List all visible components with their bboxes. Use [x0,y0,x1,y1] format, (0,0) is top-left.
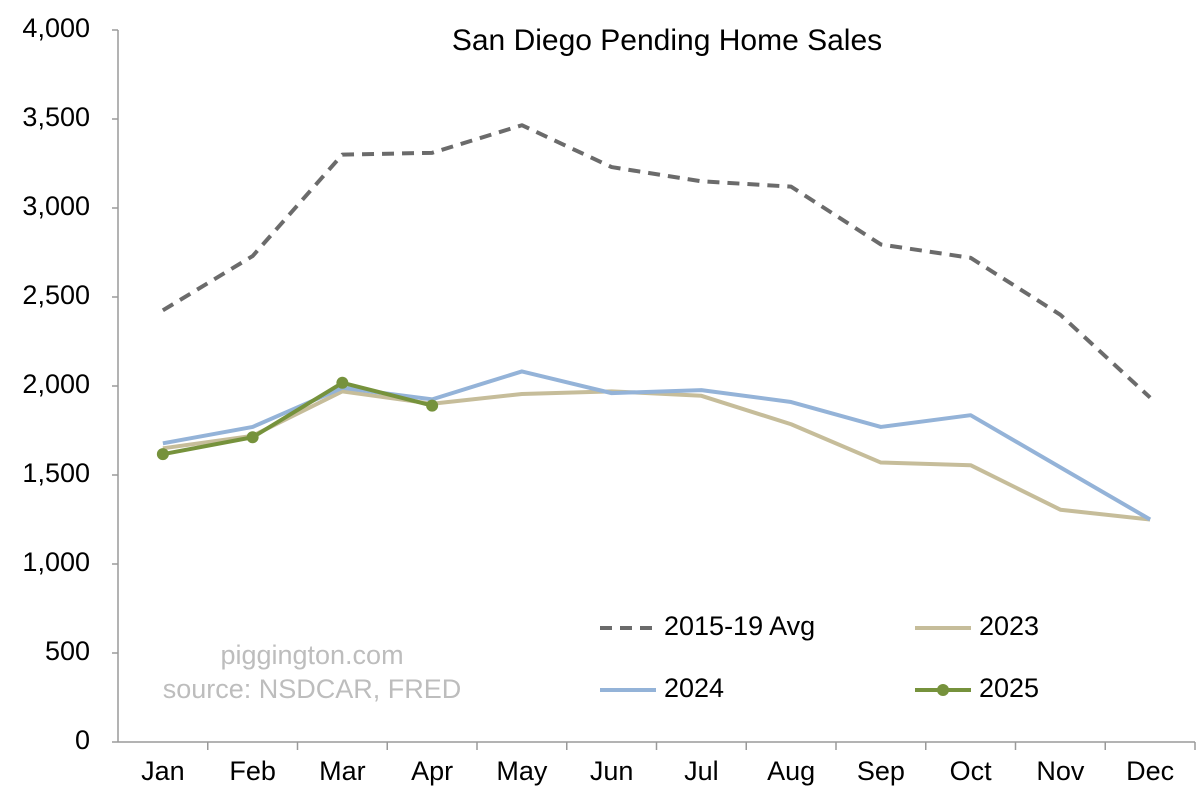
legend-label: 2024 [664,673,724,703]
point [336,376,349,389]
x-tick-label: Sep [857,756,905,786]
x-tick-label: Jun [590,756,634,786]
y-tick-label: 1,000 [22,547,90,577]
y-tick-label: 3,500 [22,102,90,132]
y-tick-label: 1,500 [22,458,90,488]
point [156,448,169,461]
point [426,399,439,412]
y-tick-label: 0 [75,725,90,755]
line-series [162,380,433,457]
chart-title: San Diego Pending Home Sales [452,24,882,57]
x-tick-label: Oct [950,756,993,786]
y-tick-label: 2,500 [22,280,90,310]
line-series [162,369,1152,522]
line-series [162,389,1151,522]
y-tick-label: 2,000 [22,369,90,399]
y-tick-label: 4,000 [22,13,90,43]
legend-label: 2023 [979,611,1039,641]
x-tick-label: Feb [229,756,276,786]
x-tick-label: Nov [1036,756,1085,786]
annotation: piggington.com [220,640,403,670]
point [246,431,259,444]
legend-label: 2025 [979,673,1039,703]
legend-marker [937,684,949,696]
line-series [161,123,1152,400]
x-tick-label: May [496,756,548,786]
y-tick-label: 500 [45,636,90,666]
annotation: source: NSDCAR, FRED [163,674,462,704]
x-tick-label: Apr [411,756,453,786]
y-tick-label: 3,000 [22,191,90,221]
x-tick-label: Dec [1126,756,1174,786]
x-tick-label: Aug [767,756,815,786]
x-tick-label: Jul [684,756,719,786]
x-tick-label: Jan [141,756,185,786]
legend-label: 2015-19 Avg [664,611,815,641]
x-tick-label: Mar [319,756,366,786]
